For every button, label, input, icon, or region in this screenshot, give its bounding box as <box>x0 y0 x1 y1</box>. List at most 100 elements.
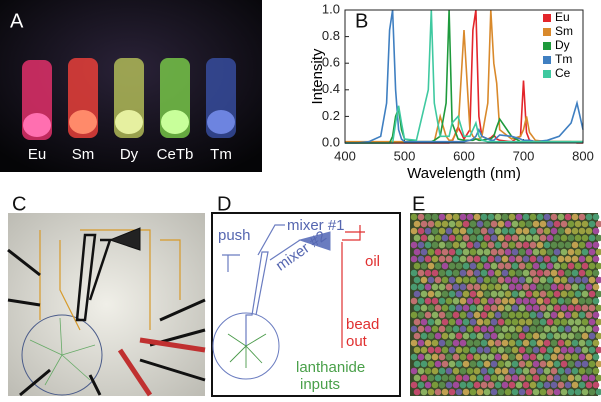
bead <box>438 381 446 389</box>
bead <box>413 360 421 368</box>
x-tick-label: 500 <box>394 148 416 163</box>
bead <box>466 227 474 235</box>
bead <box>476 276 484 284</box>
bead <box>501 255 509 263</box>
bead <box>483 262 491 270</box>
bead <box>567 374 575 382</box>
bead <box>413 388 421 396</box>
bead <box>567 388 575 396</box>
bead <box>588 346 596 354</box>
bead <box>466 255 474 263</box>
bead <box>487 227 495 235</box>
bead <box>452 269 460 277</box>
bead <box>522 227 530 235</box>
bead <box>511 332 519 340</box>
bead <box>578 297 586 305</box>
bead <box>452 339 460 347</box>
bead <box>497 276 505 284</box>
bead <box>410 339 418 347</box>
bead <box>448 346 456 354</box>
bead <box>462 332 470 340</box>
bead <box>553 346 561 354</box>
bead <box>494 353 502 361</box>
bead <box>564 283 572 291</box>
bead <box>487 311 495 319</box>
bead <box>452 227 460 235</box>
bead <box>424 283 432 291</box>
bead <box>529 227 537 235</box>
bead <box>445 339 453 347</box>
bead <box>525 388 533 396</box>
bead <box>560 262 568 270</box>
bead <box>427 318 435 326</box>
spectrum-line <box>345 9 584 144</box>
bead <box>431 213 439 221</box>
bead <box>438 311 446 319</box>
bead <box>448 374 456 382</box>
legend-label: Dy <box>555 38 570 52</box>
bead <box>441 374 449 382</box>
label-mixer-1: mixer #1 <box>287 217 345 234</box>
bead <box>508 367 516 375</box>
bead <box>588 262 596 270</box>
bead <box>564 269 572 277</box>
bead <box>473 227 481 235</box>
bead <box>410 325 418 333</box>
bead <box>441 332 449 340</box>
bead <box>483 318 491 326</box>
bead <box>494 227 502 235</box>
bead <box>564 339 572 347</box>
bead <box>476 318 484 326</box>
bead <box>413 262 421 270</box>
bead <box>441 388 449 396</box>
bead <box>595 318 601 326</box>
bead <box>452 353 460 361</box>
bead <box>473 367 481 375</box>
bead <box>536 297 544 305</box>
bead <box>518 318 526 326</box>
bead <box>553 304 561 312</box>
bead <box>578 353 586 361</box>
bead <box>504 234 512 242</box>
bead <box>487 269 495 277</box>
bead <box>452 311 460 319</box>
bead <box>508 381 516 389</box>
x-tick-label: 600 <box>453 148 475 163</box>
bead <box>476 360 484 368</box>
bead <box>476 332 484 340</box>
bead <box>518 388 526 396</box>
bead <box>441 346 449 354</box>
bead <box>438 213 446 221</box>
bead <box>588 332 596 340</box>
bead <box>494 269 502 277</box>
bead <box>431 269 439 277</box>
legend-label: Sm <box>555 24 573 38</box>
tube-label: Dy <box>120 146 139 163</box>
bead <box>420 290 428 298</box>
bead <box>546 346 554 354</box>
bead <box>490 332 498 340</box>
bead <box>459 227 467 235</box>
legend-label: Eu <box>555 10 570 24</box>
bead <box>490 276 498 284</box>
bead <box>536 311 544 319</box>
label-oil: oil <box>365 253 380 270</box>
bead <box>525 290 533 298</box>
bead <box>431 283 439 291</box>
bead <box>553 262 561 270</box>
bead <box>494 255 502 263</box>
bead <box>511 220 519 228</box>
bead <box>490 248 498 256</box>
bead <box>588 290 596 298</box>
bead <box>469 262 477 270</box>
bead <box>546 220 554 228</box>
bead <box>560 346 568 354</box>
bead <box>585 367 593 375</box>
bead <box>567 234 575 242</box>
bead <box>522 311 530 319</box>
bead <box>571 269 579 277</box>
bead <box>420 276 428 284</box>
bead <box>497 374 505 382</box>
bead <box>539 220 547 228</box>
